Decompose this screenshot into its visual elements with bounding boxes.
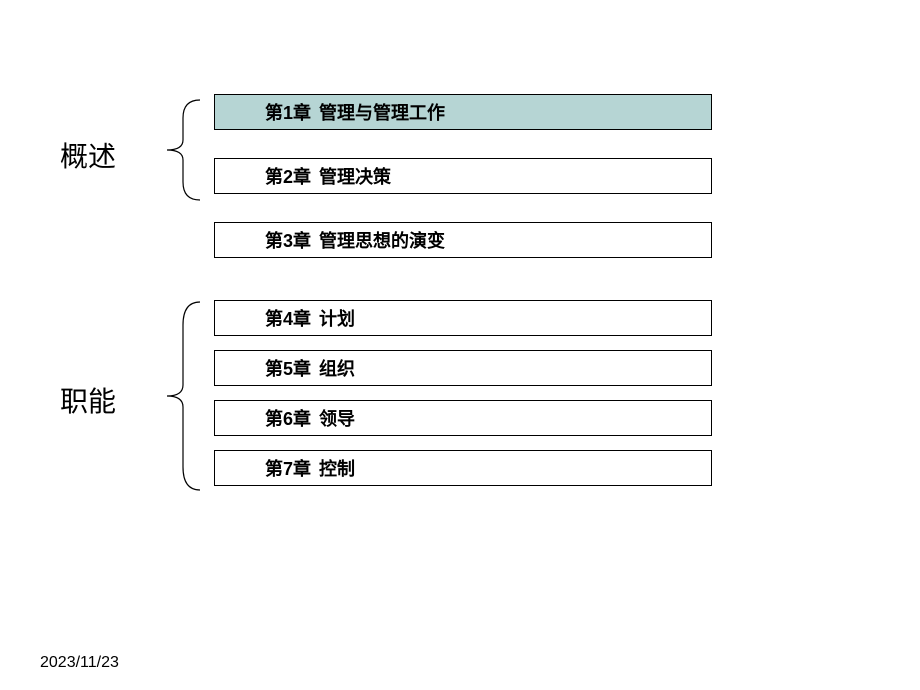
bracket-functions xyxy=(155,300,205,492)
chapter-number: 第3章 xyxy=(265,227,311,253)
chapter-title: 组织 xyxy=(319,355,355,381)
chapter-title: 管理思想的演变 xyxy=(319,227,445,253)
chapter-title: 管理决策 xyxy=(319,163,391,189)
section-label-overview: 概述 xyxy=(60,135,116,175)
chapter-number: 第6章 xyxy=(265,405,311,431)
bracket-overview xyxy=(155,98,205,202)
chapter-number: 第1章 xyxy=(265,99,311,125)
footer-date: 2023/11/23 xyxy=(40,654,119,672)
section-label-functions: 职能 xyxy=(60,380,116,420)
slide-container: 概述 职能 第1章 管理与管理工作 第2章 管理决策 第3章 管理思想的演变 第… xyxy=(0,0,920,690)
chapter-box-5: 第5章 组织 xyxy=(214,350,712,386)
chapter-number: 第5章 xyxy=(265,355,311,381)
chapter-number: 第4章 xyxy=(265,305,311,331)
chapter-box-2: 第2章 管理决策 xyxy=(214,158,712,194)
chapter-title: 计划 xyxy=(319,305,355,331)
chapter-number: 第7章 xyxy=(265,455,311,481)
chapter-title: 控制 xyxy=(319,455,355,481)
chapter-box-6: 第6章 领导 xyxy=(214,400,712,436)
chapter-box-7: 第7章 控制 xyxy=(214,450,712,486)
chapter-title: 领导 xyxy=(319,405,355,431)
chapter-box-3: 第3章 管理思想的演变 xyxy=(214,222,712,258)
chapter-number: 第2章 xyxy=(265,163,311,189)
chapter-box-1: 第1章 管理与管理工作 xyxy=(214,94,712,130)
chapter-box-4: 第4章 计划 xyxy=(214,300,712,336)
chapter-title: 管理与管理工作 xyxy=(319,99,445,125)
